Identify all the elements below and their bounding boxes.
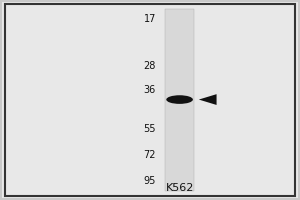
Ellipse shape xyxy=(166,95,193,104)
Text: 72: 72 xyxy=(143,150,156,160)
Text: K562: K562 xyxy=(165,183,194,193)
FancyBboxPatch shape xyxy=(5,4,295,196)
Text: 36: 36 xyxy=(144,85,156,95)
Bar xyxy=(165,9,194,191)
Polygon shape xyxy=(199,94,217,105)
Text: 17: 17 xyxy=(143,14,156,24)
Text: 28: 28 xyxy=(143,61,156,71)
Text: 95: 95 xyxy=(143,176,156,186)
Text: 55: 55 xyxy=(143,124,156,134)
